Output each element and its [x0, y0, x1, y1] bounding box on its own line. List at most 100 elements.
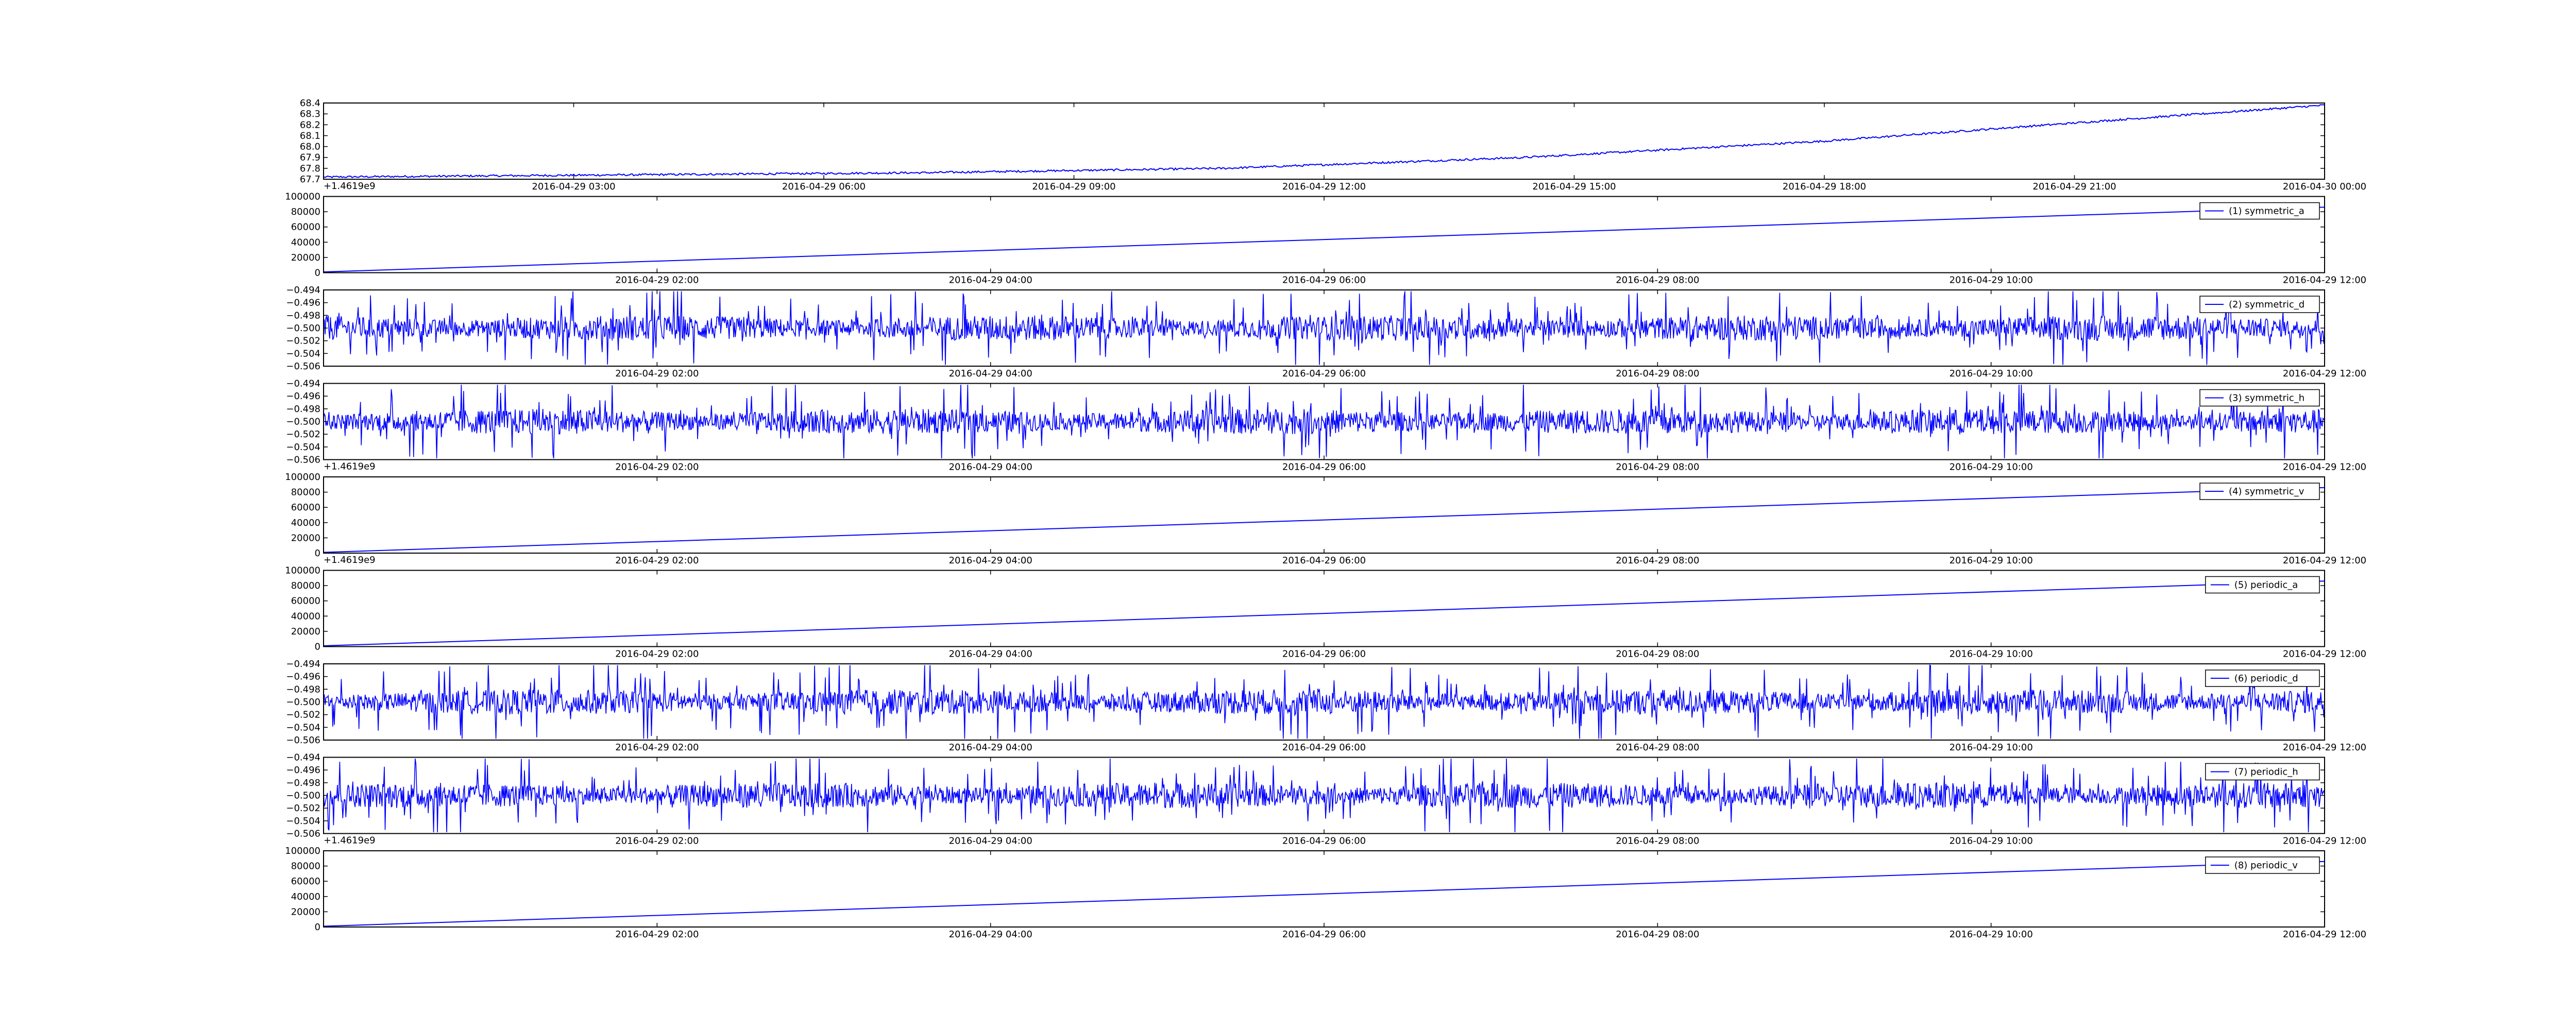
x-tick-label: 2016-04-29 06:00	[1282, 929, 1366, 940]
y-tick-label: 0	[315, 268, 320, 279]
y-tick-label: −0.500	[286, 323, 320, 334]
y-tick-label: −0.494	[286, 659, 320, 670]
series-line-8	[323, 758, 2325, 833]
x-tick-label: 2016-04-29 12:00	[2283, 836, 2366, 847]
axes-frame	[323, 476, 2325, 554]
y-tick-label: 60000	[291, 596, 320, 607]
subplot-4: −0.506 −0.504 −0.502 −0.500 −0.498 −0.496 −0.4…	[286, 379, 2366, 473]
x-tick-label: 2016-04-29 06:00	[1282, 836, 1366, 847]
x-tick-label: 2016-04-29 09:00	[1032, 181, 1115, 192]
y-tick-label: −0.496	[286, 391, 320, 402]
axes-frame	[323, 850, 2325, 928]
y-tick-label: −0.506	[286, 829, 320, 839]
x-tick-label: 2016-04-29 08:00	[1616, 275, 1699, 286]
series-line-5	[323, 487, 2325, 553]
offset-label: +1.4619e9	[324, 181, 376, 192]
y-tick-label: 68.0	[300, 142, 320, 152]
y-tick-label: 68.2	[300, 119, 320, 130]
legend-label: (2) symmetric_d	[2229, 299, 2304, 310]
x-tick-label: 2016-04-29 08:00	[1616, 649, 1699, 660]
y-tick-label: −0.494	[286, 285, 320, 296]
x-tick-label: 2016-04-29 08:00	[1616, 742, 1699, 753]
legend-label: (1) symmetric_a	[2229, 206, 2304, 217]
y-tick-label: −0.504	[286, 816, 320, 827]
legend: (7) periodic_h	[2205, 763, 2320, 781]
x-tick-label: 2016-04-29 04:00	[949, 368, 1032, 379]
legend: (3) symmetric_h	[2199, 389, 2320, 407]
y-tick-label: 80000	[291, 580, 320, 591]
x-tick-label: 2016-04-29 10:00	[1950, 462, 2033, 473]
x-tick-label: 2016-04-29 08:00	[1616, 462, 1699, 473]
y-tick-label: 20000	[291, 906, 320, 917]
subplot-9: 0 20000 40000 60000 80000 100000 2016-04-29 02…	[285, 846, 2366, 940]
y-tick-label: −0.506	[286, 361, 320, 372]
x-tick-label: 2016-04-29 10:00	[1950, 649, 2033, 660]
axes-frame	[323, 102, 2325, 180]
y-tick-label: −0.498	[286, 404, 320, 415]
x-tick-label: 2016-04-29 10:00	[1950, 275, 2033, 286]
legend-label: (6) periodic_d	[2234, 673, 2298, 684]
x-tick-label: 2016-04-29 04:00	[949, 555, 1032, 566]
series-line-7	[323, 664, 2325, 739]
y-tick-label: 67.8	[300, 163, 320, 174]
x-tick-label: 2016-04-29 10:00	[1950, 836, 2033, 847]
x-tick-label: 2016-04-29 04:00	[949, 742, 1032, 753]
x-tick-label: 2016-04-29 08:00	[1616, 836, 1699, 847]
y-tick-label: 68.4	[300, 98, 320, 109]
offset-label: +1.4619e9	[324, 835, 376, 846]
offset-label: +1.4619e9	[324, 461, 376, 472]
y-tick-label: −0.502	[286, 710, 320, 720]
axes-frame	[323, 663, 2325, 741]
y-tick-label: −0.504	[286, 442, 320, 453]
subplot-6: 0 20000 40000 60000 80000 100000 2016-04-29 02…	[285, 565, 2366, 660]
x-tick-label: 2016-04-29 02:00	[615, 929, 699, 940]
y-tick-label: −0.504	[286, 348, 320, 359]
x-tick-label: 2016-04-29 04:00	[949, 649, 1032, 660]
x-tick-label: 2016-04-29 02:00	[615, 836, 699, 847]
axes-frame	[323, 196, 2325, 273]
subplot-2: 0 20000 40000 60000 80000 100000 2016-04-29 02…	[285, 192, 2366, 286]
y-tick-label: −0.496	[286, 672, 320, 682]
y-tick-label: −0.498	[286, 310, 320, 321]
x-tick-label: 2016-04-29 06:00	[1282, 649, 1366, 660]
y-tick-label: −0.502	[286, 429, 320, 440]
x-tick-label: 2016-04-29 04:00	[949, 462, 1032, 473]
y-tick-label: 40000	[291, 611, 320, 622]
y-tick-label: −0.496	[286, 765, 320, 776]
y-tick-label: 100000	[285, 192, 320, 202]
x-tick-label: 2016-04-29 08:00	[1616, 368, 1699, 379]
x-tick-label: 2016-04-29 12:00	[2283, 929, 2366, 940]
subplot-8: −0.506 −0.504 −0.502 −0.500 −0.498 −0.496 −0.4…	[286, 752, 2366, 847]
series-line-2	[323, 207, 2325, 272]
y-tick-label: 20000	[291, 252, 320, 263]
y-tick-label: 67.7	[300, 174, 320, 185]
x-tick-label: 2016-04-29 08:00	[1616, 929, 1699, 940]
x-tick-label: 2016-04-29 02:00	[615, 275, 699, 286]
y-tick-label: −0.496	[286, 298, 320, 308]
legend: (5) periodic_a	[2205, 576, 2320, 594]
series-line-9	[323, 861, 2325, 927]
legend-label: (5) periodic_a	[2234, 580, 2298, 591]
legend-label: (4) symmetric_v	[2229, 486, 2304, 497]
y-tick-label: 68.3	[300, 109, 320, 119]
x-tick-label: 2016-04-29 06:00	[1282, 462, 1366, 473]
y-tick-label: −0.506	[286, 735, 320, 746]
x-tick-label: 2016-04-29 10:00	[1950, 929, 2033, 940]
y-tick-label: 80000	[291, 861, 320, 872]
y-tick-label: 20000	[291, 533, 320, 543]
x-tick-label: 2016-04-29 06:00	[782, 181, 866, 192]
y-tick-label: 20000	[291, 626, 320, 637]
x-tick-label: 2016-04-29 02:00	[615, 742, 699, 753]
y-tick-label: −0.504	[286, 722, 320, 733]
x-tick-label: 2016-04-29 06:00	[1282, 742, 1366, 753]
subplot-7: −0.506 −0.504 −0.502 −0.500 −0.498 −0.496 −0.4…	[286, 659, 2366, 753]
subplot-1: 67.767.867.968.068.168.268.368.4 2016-04-…	[300, 98, 2366, 192]
legend: (6) periodic_d	[2205, 670, 2320, 687]
legend-box	[2205, 670, 2320, 687]
x-tick-label: 2016-04-29 06:00	[1282, 275, 1366, 286]
y-tick-label: −0.494	[286, 379, 320, 389]
x-tick-label: 2016-04-29 02:00	[615, 462, 699, 473]
legend-label: (7) periodic_h	[2234, 767, 2298, 778]
legend-label: (3) symmetric_h	[2229, 393, 2304, 404]
